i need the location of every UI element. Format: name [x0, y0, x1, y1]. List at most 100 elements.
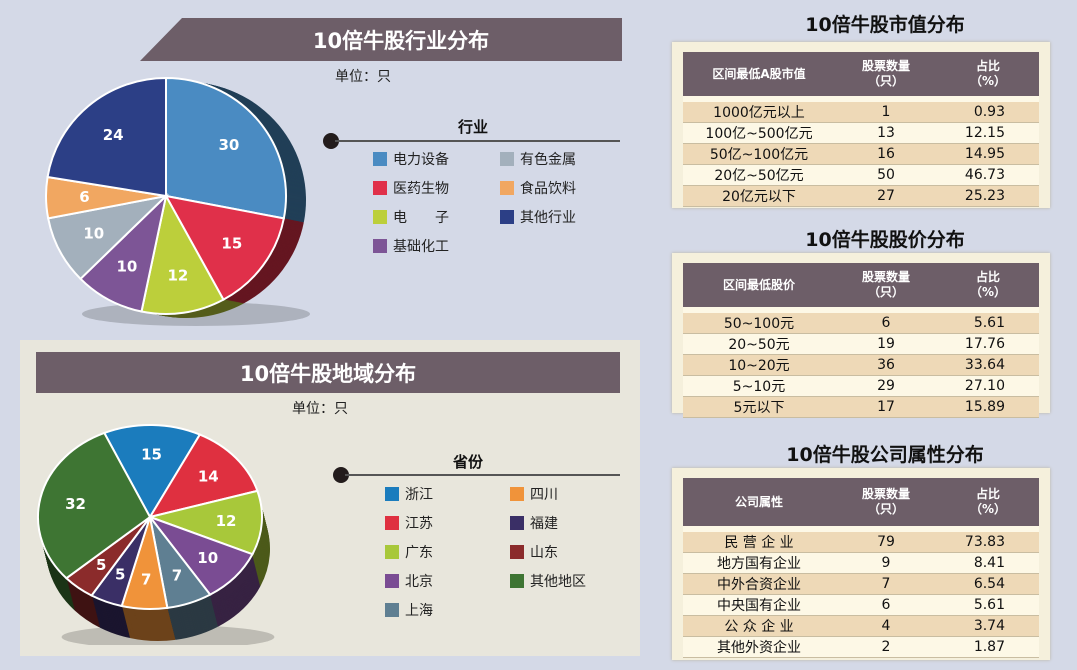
table-cell: 9: [835, 552, 937, 574]
market-cap-table-panel: 区间最低A股市值 股票数量 （只） 占比 （%） 1000亿元以上 1 0.93 100亿~…: [672, 42, 1050, 208]
table-row: 50~100元 6 5.61: [683, 313, 1039, 334]
table-header-cell: 占比 （%）: [937, 263, 1039, 307]
table-cell: 0.93: [937, 102, 1039, 123]
legend-item: 电力设备: [373, 149, 500, 169]
legend-swatch-icon: [500, 210, 514, 224]
legend-swatch-icon: [385, 487, 399, 501]
table-cell: 33.64: [937, 354, 1039, 376]
table-header-cell: 区间最低A股市值: [683, 52, 835, 96]
table-spacer: [683, 96, 1039, 102]
table-cell: 100亿~500亿元: [683, 122, 835, 144]
table-cell: 3.74: [937, 615, 1039, 637]
table-cell: 8.41: [937, 552, 1039, 574]
table-cell: 73.83: [937, 532, 1039, 553]
table-cell: 5~10元: [683, 375, 835, 397]
table-cell: 50~100元: [683, 313, 835, 334]
legend-swatch-icon: [500, 152, 514, 166]
pie-value-label: 7: [172, 567, 182, 585]
pie-value-label: 5: [115, 566, 125, 584]
pie-slice-1: [164, 194, 285, 301]
table-cell: 6.54: [937, 573, 1039, 595]
pie-slice-0: [102, 424, 202, 520]
legend-label: 电力设备: [393, 152, 449, 168]
legend-item: 江苏: [385, 513, 510, 533]
pie-slice-2: [140, 193, 225, 315]
table-cell: 7: [835, 573, 937, 595]
table-cell: 27.10: [937, 375, 1039, 397]
legend-label: 山东: [530, 545, 558, 561]
industry-title-banner-bg: [140, 18, 622, 61]
pie-slice-0: [165, 76, 287, 220]
table-row: 5~10元 29 27.10: [683, 375, 1039, 397]
price-table-title: 10倍牛股股价分布: [805, 229, 965, 251]
table-cell: 36: [835, 354, 937, 376]
table-header-cell: 股票数量 （只）: [835, 478, 937, 526]
table-row: 1000亿元以上 1 0.93: [683, 102, 1039, 123]
industry-pie-chart: 30 15 12 10 10 6 24: [45, 76, 310, 326]
table-cell: 27: [835, 185, 937, 207]
table-row: 其他外资企业 2 1.87: [683, 636, 1039, 658]
legend-item: 食品饮料: [500, 178, 613, 198]
legend-item: 四川: [510, 484, 625, 504]
pie-value-label: 32: [65, 495, 86, 513]
table-cell: 10~20元: [683, 354, 835, 376]
pie-slice-2: [146, 489, 263, 556]
legend-swatch-icon: [510, 516, 524, 530]
legend-label: 江苏: [405, 516, 433, 532]
pie-value-label: 5: [96, 556, 106, 574]
table-cell: 46.73: [937, 164, 1039, 186]
legend-label: 浙江: [405, 487, 433, 503]
pie-value-label: 12: [167, 266, 188, 284]
legend-item: 医药生物: [373, 178, 500, 198]
pie-value-label: 12: [216, 512, 237, 530]
table-row: 中央国有企业 6 5.61: [683, 594, 1039, 616]
table-cell: 16: [835, 143, 937, 165]
legend-item: 基础化工: [373, 236, 500, 256]
pie-slice-8: [37, 431, 152, 580]
table-cell: 5元以下: [683, 396, 835, 418]
industry-unit-label: 单位：只: [335, 69, 391, 85]
table-row: 中外合资企业 7 6.54: [683, 573, 1039, 595]
table-cell: 1000亿元以上: [683, 102, 835, 123]
table-cell: 5.61: [937, 313, 1039, 334]
ownership-table-panel: 公司属性 股票数量 （只） 占比 （%）民 营 企 业 79 73.83 地方国有企业 9 8…: [672, 468, 1050, 660]
legend-item: 有色金属: [500, 149, 613, 169]
legend-swatch-icon: [385, 603, 399, 617]
table-row: 20亿元以下 27 25.23: [683, 185, 1039, 207]
table-row: 50亿~100亿元 16 14.95: [683, 143, 1039, 165]
legend-divider: [345, 474, 620, 476]
legend-item: 山东: [510, 542, 625, 562]
table-row: 10~20元 36 33.64: [683, 354, 1039, 376]
legend-swatch-icon: [385, 574, 399, 588]
legend-swatch-icon: [385, 545, 399, 559]
table-row: 地方国有企业 9 8.41: [683, 552, 1039, 574]
pie-value-label: 15: [141, 445, 162, 463]
pie-value-label: 15: [221, 234, 242, 252]
table-cell: 20亿~50亿元: [683, 164, 835, 186]
region-legend-title: 省份: [453, 453, 484, 471]
pie-slice-6: [46, 76, 167, 198]
table-cell: 民 营 企 业: [683, 532, 835, 553]
legend-label: 北京: [405, 574, 433, 590]
table-spacer: [683, 307, 1039, 313]
legend-swatch-icon: [510, 574, 524, 588]
table-row: 5元以下 17 15.89: [683, 396, 1039, 418]
table-cell: 中央国有企业: [683, 594, 835, 616]
table-cell: 17.76: [937, 333, 1039, 355]
price-table: 区间最低股价 股票数量 （只） 占比 （%） 50~100元 6 5.61 20~50元 19…: [683, 263, 1039, 418]
table-header-cell: 区间最低股价: [683, 263, 835, 307]
pie-value-label: 10: [83, 224, 104, 242]
table-cell: 20~50元: [683, 333, 835, 355]
legend-item: 电 子: [373, 207, 500, 227]
table-cell: 20亿元以下: [683, 185, 835, 207]
legend-label: 食品饮料: [520, 181, 576, 197]
legend-swatch-icon: [373, 152, 387, 166]
legend-swatch-icon: [510, 545, 524, 559]
ownership-table: 公司属性 股票数量 （只） 占比 （%）民 营 企 业 79 73.83 地方国有企业 9 8…: [683, 478, 1039, 658]
table-cell: 地方国有企业: [683, 552, 835, 574]
legend-swatch-icon: [373, 210, 387, 224]
table-row: 民 营 企 业 79 73.83: [683, 532, 1039, 553]
table-cell: 79: [835, 532, 937, 553]
legend-label: 电 子: [393, 210, 449, 226]
